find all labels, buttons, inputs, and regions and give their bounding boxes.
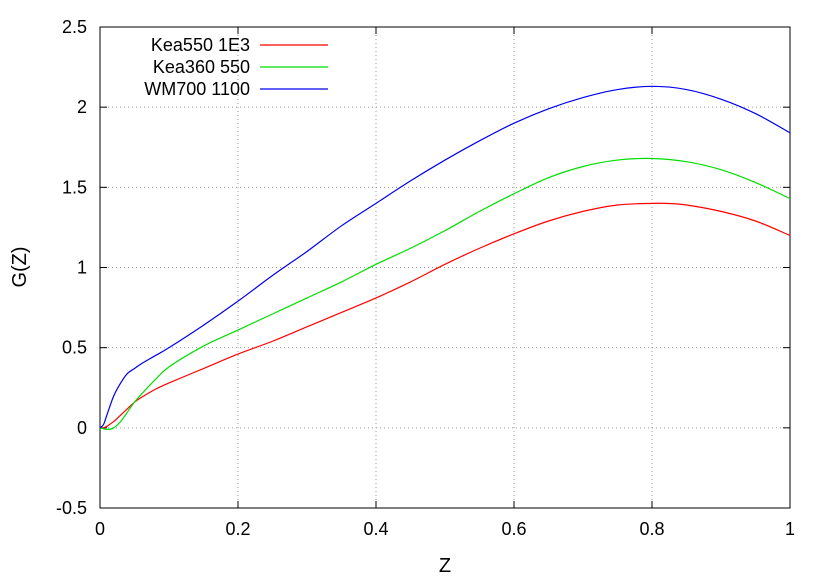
y-tick-label: 0: [77, 418, 87, 438]
series-line-1: [99, 202, 791, 429]
legend-label-2: Kea360 550: [153, 57, 250, 77]
y-tick-label: 1: [77, 258, 87, 278]
y-tick-label: 0.5: [62, 338, 87, 358]
x-tick-label: 0.4: [363, 519, 388, 539]
x-tick-label: 0.2: [225, 519, 250, 539]
grid: [100, 27, 790, 508]
axis-ticks: 0 0.2 0.4 0.6 0.8 1 -0.5 0 0.5 1 1.5 2 2.5: [56, 17, 795, 539]
y-tick-label: 2: [77, 97, 87, 117]
y-tick-label: -0.5: [56, 498, 87, 518]
legend-label-1: Kea550 1E3: [151, 35, 250, 55]
y-axis-label: G(Z): [9, 246, 31, 287]
x-tick-label: 0.6: [501, 519, 526, 539]
series-line-3: [99, 85, 791, 429]
legend-label-3: WM700 1100: [144, 79, 250, 99]
series-line-2: [99, 157, 791, 431]
x-tick-label: 0.8: [639, 519, 664, 539]
x-tick-label: 1: [785, 519, 795, 539]
x-tick-label: 0: [95, 519, 105, 539]
y-tick-label: 1.5: [62, 177, 87, 197]
x-axis-label: Z: [439, 555, 451, 577]
y-tick-label: 2.5: [62, 17, 87, 37]
series-lines: [99, 85, 791, 431]
